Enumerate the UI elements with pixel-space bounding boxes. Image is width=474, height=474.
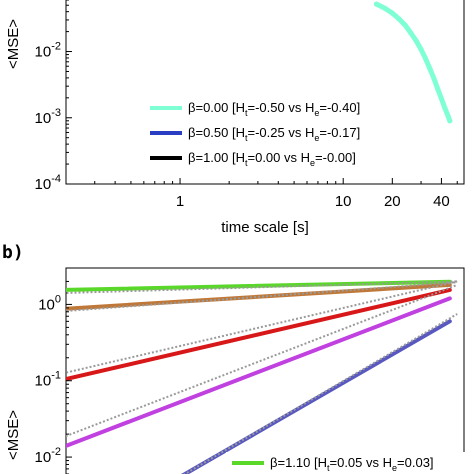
series-beta-0-00-point	[402, 22, 408, 28]
legend-beta-1-00-label: β=1.00 [Ht=0.00 vs He=-0.00]	[188, 150, 356, 168]
series-brown-line	[66, 282, 452, 311]
fit-line	[66, 280, 458, 374]
panel-b-label: b)	[2, 242, 24, 263]
fit-line	[66, 280, 458, 294]
series-beta-0-00-point	[445, 113, 451, 119]
x-tick-label: 10	[335, 193, 352, 210]
x-tick-label: 1	[176, 193, 184, 210]
panel-b-y-ticks: 100 10-1 10-2	[35, 267, 72, 474]
series-beta-0-00-point	[408, 30, 414, 36]
fit-line	[182, 313, 458, 474]
panel-b-y-axis-label: <MSE>	[5, 410, 22, 460]
panel-b: 100 10-1 10-2 <MSE> β=1.10 [Ht=0.05 vs He=…	[5, 267, 466, 474]
x-tick-label: 20	[384, 193, 401, 210]
panel-a-axes-frame	[65, 0, 465, 185]
series-beta-0-00-point	[389, 10, 395, 16]
series-beta-0-00-point	[447, 118, 453, 124]
series-beta-0-00-point	[373, 1, 380, 7]
series-beta-1-10-line	[66, 279, 452, 292]
y-tick-label: 10-2	[35, 41, 61, 61]
panel-a-legend: β=0.00 [Ht=-0.50 vs He=-0.40] β=0.50 [Ht=…	[150, 100, 360, 168]
y-tick-label: 10-4	[35, 173, 61, 193]
panel-a-y-ticks: 10-2 10-3 10-4	[35, 0, 72, 193]
series-beta-0-00-point	[396, 16, 402, 22]
series-beta-0-00-point	[438, 95, 445, 102]
legend-beta-0-50-label: β=0.50 [Ht=-0.25 vs He=-0.17]	[188, 125, 360, 143]
series-blue-line	[181, 319, 452, 474]
fit-line	[66, 281, 458, 312]
series-beta-0-00-point	[418, 46, 424, 52]
y-tick-label: 10-2	[35, 446, 61, 466]
series-beta-0-00-point	[423, 56, 429, 62]
series-beta-0-00-point	[413, 38, 419, 44]
panel-a-data	[373, 1, 453, 124]
panel-a-x-ticks: 1 10 20 40	[94, 178, 458, 210]
y-tick-label: 100	[38, 293, 61, 313]
series-beta-0-00-point	[427, 66, 433, 72]
series-red-line	[66, 287, 452, 382]
legend-beta-1-10-label: β=1.10 [Ht=0.05 vs He=0.03]	[270, 455, 434, 473]
x-tick-label: 40	[433, 193, 450, 210]
series-beta-0-00-point	[431, 76, 437, 82]
legend-beta-0-00-label: β=0.00 [Ht=-0.50 vs He=-0.40]	[188, 100, 360, 118]
series-purple-line	[66, 296, 452, 448]
y-tick-label: 10-3	[35, 107, 61, 127]
panel-a: 1 10 20 40 10-2 10-3 10-4 time scale [s] <MSE…	[5, 0, 465, 236]
panel-b-legend: β=1.10 [Ht=0.05 vs He=0.03]	[226, 452, 466, 474]
series-beta-0-00-point	[435, 86, 441, 92]
panel-b-axes-frame	[65, 267, 465, 474]
panel-a-y-axis-label: <MSE>	[5, 19, 22, 69]
series-beta-0-00-line	[374, 1, 453, 124]
panel-b-data	[66, 279, 458, 474]
legend-background	[226, 452, 466, 474]
series-beta-0-00-point	[382, 5, 388, 11]
panel-a-x-axis-label: time scale [s]	[221, 219, 309, 236]
y-tick-label: 10-1	[35, 370, 61, 390]
series-beta-0-00-point	[442, 105, 448, 111]
